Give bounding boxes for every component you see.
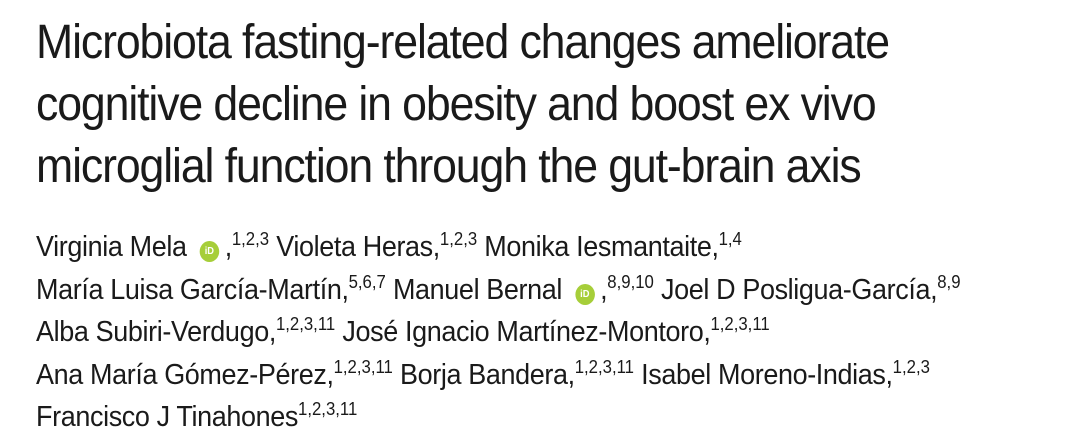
author-name: María Luisa García-Martín, <box>36 273 349 306</box>
author-line-5: Francisco J Tinahones1,2,3,11 <box>36 396 1022 439</box>
title-line-2: cognitive decline in obesity and boost e… <box>36 78 877 131</box>
orcid-icon[interactable]: iD <box>199 241 220 262</box>
author-name: Virginia Mela <box>36 231 187 263</box>
author-name: José Ignacio Martínez-Montoro, <box>342 316 711 348</box>
title-line-1: Microbiota fasting-related changes ameli… <box>36 16 890 69</box>
paper-title: Microbiota fasting-related changes ameli… <box>36 12 1003 198</box>
affiliation-superscript: 1,2,3,11 <box>710 314 770 334</box>
author-line-3: Alba Subiri-Verdugo,1,2,3,11 José Ignaci… <box>36 311 1022 354</box>
affiliation-superscript: 1,4 <box>718 229 742 249</box>
author-name: Isabel Moreno-Indias, <box>641 358 893 391</box>
author-line-4: Ana María Gómez-Pérez,1,2,3,11 Borja Ban… <box>36 354 1022 397</box>
affiliation-superscript: 8,9 <box>937 271 961 292</box>
author-list: Virginia Mela iD ,1,2,3 Violeta Heras,1,2,… <box>36 226 1022 439</box>
author-name: Borja Bandera, <box>400 358 575 391</box>
affiliation-superscript: 1,2,3,11 <box>333 356 393 377</box>
author-name: Francisco J Tinahones <box>36 401 299 433</box>
affiliation-superscript: 1,2,3,11 <box>298 399 358 419</box>
author-name: Violeta Heras, <box>276 231 440 263</box>
author-name: Joel D Posligua-García, <box>660 273 938 306</box>
title-line-3: microglial function through the gut-brai… <box>36 140 862 193</box>
affiliation-superscript: 1,2,3 <box>231 229 270 249</box>
author-line-1: Virginia Mela iD ,1,2,3 Violeta Heras,1,2,… <box>36 229 742 263</box>
author-name: Alba Subiri-Verdugo, <box>36 316 276 348</box>
author-line-2: María Luisa García-Martín,5,6,7 Manuel B… <box>36 271 961 306</box>
author-name: Monika Iesmantaite, <box>484 231 719 263</box>
affiliation-superscript: 1,2,3 <box>439 229 478 249</box>
affiliation-superscript: 1,2,3 <box>892 356 930 377</box>
affiliation-superscript: 1,2,3,11 <box>275 314 336 334</box>
affiliation-superscript: 8,9,10 <box>607 271 654 292</box>
orcid-icon[interactable]: iD <box>575 283 595 305</box>
affiliation-superscript: 5,6,7 <box>348 271 386 292</box>
affiliation-superscript: 1,2,3,11 <box>574 356 634 377</box>
author-name: Ana María Gómez-Pérez, <box>36 358 334 391</box>
author-name: Manuel Bernal <box>392 273 563 306</box>
